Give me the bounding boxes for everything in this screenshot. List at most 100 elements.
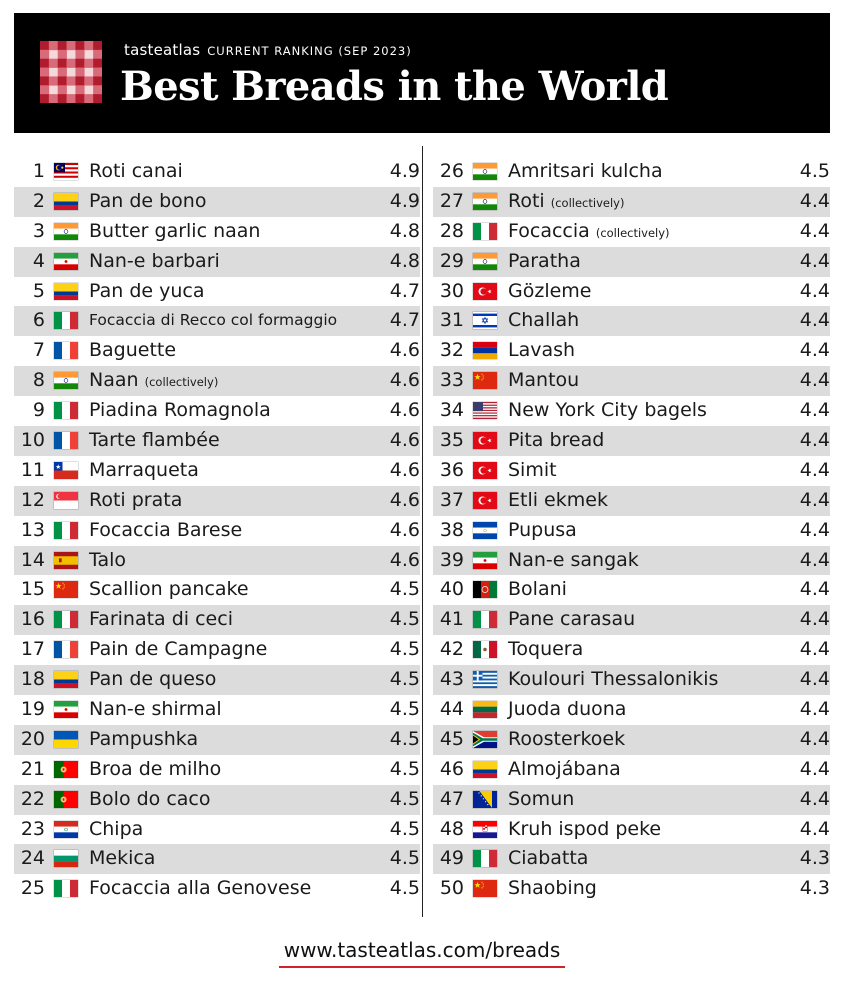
ranking-row: 9 Piadina Romagnola 4.6 [14, 396, 420, 426]
bread-name: Roti canai [89, 160, 183, 182]
bread-name: Shaobing [508, 877, 597, 899]
bread-name: Pita bread [508, 429, 604, 451]
iran-flag-icon [54, 701, 78, 719]
portugal-flag-icon [54, 760, 78, 778]
rating-score: 4.6 [389, 369, 420, 392]
croatia-flag-icon [473, 820, 497, 838]
rating-score: 4.9 [389, 160, 420, 182]
bread-name-text: Chipa [89, 817, 144, 840]
ranking-row: 3 Butter garlic naan 4.8 [14, 217, 420, 247]
china-flag-icon [473, 880, 497, 898]
rank-number: 4 [32, 249, 45, 272]
rank-number: 2 [32, 189, 45, 212]
rating-score: 4.4 [799, 638, 830, 661]
bread-name-text: Pita bread [508, 429, 605, 452]
ranking-row: 38 Pupusa 4.4 [433, 516, 830, 546]
bread-name: Amritsari kulcha [508, 160, 663, 182]
singapore-flag-icon [54, 491, 78, 509]
rating-score: 4.3 [799, 847, 830, 870]
bread-name: Bolani [508, 578, 567, 600]
bread-name-text: Pane carasau [508, 608, 636, 631]
rank-number: 14 [20, 548, 45, 571]
rank-number: 38 [439, 518, 464, 541]
bread-name-text: Pan de yuca [89, 279, 205, 302]
rank-number: 19 [20, 698, 45, 721]
bread-name-text: Shaobing [508, 877, 597, 900]
bread-name: Nan-e sangak [508, 549, 639, 571]
portugal-flag-icon [54, 790, 78, 808]
rating-score: 4.3 [799, 877, 830, 900]
bread-name-text: Roti canai [89, 160, 183, 182]
china-flag-icon [54, 581, 78, 599]
bread-name-text: Roti [508, 189, 545, 212]
rating-score: 4.4 [799, 757, 830, 780]
bread-name: Nan-e shirmal [89, 698, 222, 720]
bread-name: Tarte flambée [89, 429, 220, 451]
rank-number: 15 [20, 578, 45, 601]
rank-number: 46 [439, 757, 464, 780]
ranking-row: 45 Roosterkoek 4.4 [433, 724, 830, 755]
footer-link[interactable]: www.tasteatlas.com/breads [283, 938, 561, 962]
bread-name-text: Pupusa [508, 518, 577, 541]
ranking-column-left: 1 Roti canai 4.9 2 Pan de bono 4.9 3 Butter gar… [14, 157, 420, 904]
bread-name: Kruh ispod peke [508, 818, 661, 840]
bread-name-text: Focaccia [508, 219, 590, 242]
rating-score: 4.4 [799, 548, 830, 571]
ranking-row: 24 Mekica 4.5 [14, 844, 420, 875]
ranking-row: 14 Talo 4.6 [14, 545, 420, 576]
bread-name-note: (collectively) [550, 195, 625, 210]
ranking-row: 15 Scallion pancake 4.5 [14, 575, 420, 605]
rank-number: 39 [439, 548, 464, 571]
page-title: Best Breads in the World [120, 63, 669, 110]
rank-number: 33 [439, 369, 464, 392]
ranking-row: 6 Focaccia di Recco col formaggio 4.7 [14, 306, 420, 337]
bread-name-text: Simit [508, 458, 557, 481]
bread-name-text: Pan de queso [89, 668, 217, 691]
bread-name: Koulouri Thessalonikis [508, 668, 718, 690]
ranking-row: 34 New York City bagels 4.4 [433, 396, 830, 426]
bread-name: Challah [508, 309, 579, 331]
turkey-flag-icon [473, 282, 497, 300]
rank-number: 23 [20, 817, 45, 840]
rating-score: 4.6 [389, 399, 420, 422]
bread-name-text: Amritsari kulcha [508, 160, 663, 182]
rank-number: 42 [439, 638, 464, 661]
rating-score: 4.4 [799, 399, 830, 422]
rank-number: 29 [439, 249, 464, 272]
bread-name-note: (collectively) [595, 225, 670, 240]
ranking-row: 22 Bolo do caco 4.5 [14, 784, 420, 815]
rating-score: 4.4 [799, 608, 830, 631]
rating-score: 4.5 [389, 787, 420, 810]
rank-number: 24 [20, 847, 45, 870]
india-flag-icon [473, 252, 497, 270]
rating-score: 4.4 [799, 369, 830, 392]
ranking-row: 16 Farinata di ceci 4.5 [14, 605, 420, 636]
ranking-row: 47 Somun 4.4 [433, 784, 830, 815]
bread-name-text: Broa de milho [89, 757, 222, 780]
bread-name-text: Almojábana [508, 757, 621, 780]
ranking-row: 31 Challah 4.4 [433, 306, 830, 337]
bread-name: Naan (collectively) [89, 369, 218, 391]
bread-name-text: Paratha [508, 249, 581, 272]
ranking-row: 48 Kruh ispod peke 4.4 [433, 815, 830, 845]
india-flag-icon [473, 163, 497, 180]
bread-name-text: Pampushka [89, 727, 199, 750]
rating-score: 4.4 [799, 488, 830, 511]
rating-score: 4.5 [389, 608, 420, 631]
rank-number: 48 [439, 817, 464, 840]
iran-flag-icon [54, 252, 78, 270]
rating-score: 4.4 [799, 727, 830, 750]
bread-name: Pupusa [508, 519, 577, 541]
bread-name-text: Koulouri Thessalonikis [508, 668, 719, 691]
bread-name-text: Talo [89, 548, 127, 571]
bread-name-text: Butter garlic naan [89, 219, 261, 242]
rank-number: 18 [20, 668, 45, 691]
ranking-row: 7 Baguette 4.6 [14, 336, 420, 366]
bread-name-text: Scallion pancake [89, 578, 249, 601]
italy-flag-icon [473, 850, 497, 868]
china-flag-icon [473, 372, 497, 390]
footer-underline [279, 966, 565, 968]
colombia-flag-icon [54, 192, 78, 210]
france-flag-icon [54, 432, 78, 450]
bread-name-text: Pain de Campagne [89, 638, 268, 661]
